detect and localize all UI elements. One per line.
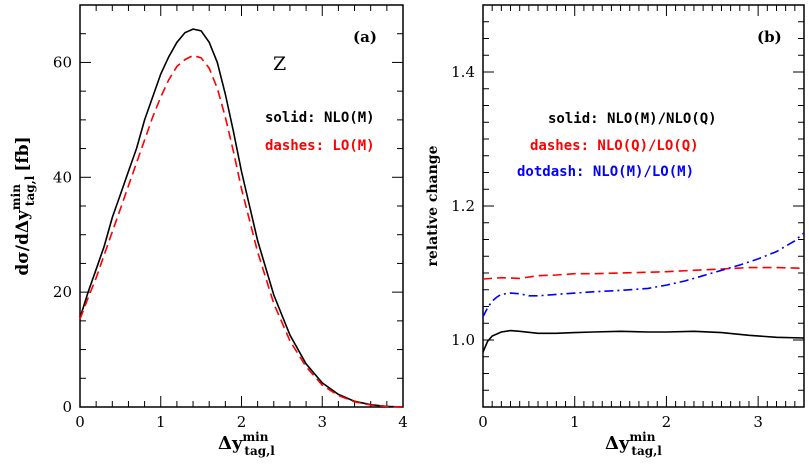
panel-a-y-tick-label: 20 <box>53 283 72 301</box>
panel-b-series <box>482 232 805 353</box>
panel-a-x-tick-label: 2 <box>237 413 247 431</box>
panel-b-legend-line-3: dotdash: NLO(M)/LO(M) <box>517 164 694 180</box>
panel-a-process-label: Z <box>273 53 286 75</box>
panel-a-y-tick-label: 40 <box>53 168 72 186</box>
panel-b-y-tick-label: 1.0 <box>451 331 475 349</box>
panel-b-tick-labels: 0 1 2 3 1.0 1.2 1.4 <box>451 63 763 431</box>
panel-a-series-nlo-m- <box>79 28 404 408</box>
panel-b-x-tick-label: 1 <box>570 413 580 431</box>
panel-a-tag: (a) <box>353 28 377 46</box>
panel-b-xlabel: Δymin tag,l <box>605 430 662 458</box>
panel-b: 0 1 2 3 1.0 1.2 1.4 (b) solid: NLO(M)/NLO(Q) d… <box>425 4 805 458</box>
panel-b-x-tick-label: 2 <box>662 413 672 431</box>
panel-b-series-nlo-m-lo-m- <box>482 232 805 317</box>
panel-b-y-tick-label: 1.2 <box>451 197 475 215</box>
panel-b-series-nlo-q-lo-q- <box>482 266 805 280</box>
panel-a-series <box>79 28 404 408</box>
panel-a-xlabel: Δymin tag,l <box>218 430 275 458</box>
panel-a-ylabel: dσ/dΔymintag,l[fb] <box>9 136 37 275</box>
panel-a-x-tick-label: 0 <box>75 413 85 431</box>
panel-a-legend-line-2: dashes: LO(M) <box>265 138 375 154</box>
panel-b-ylabel: relative change <box>425 145 441 266</box>
panel-b-frame <box>482 4 805 408</box>
panel-a-x-tick-label: 3 <box>317 413 327 431</box>
panel-b-x-tick-label: 0 <box>478 413 488 431</box>
panel-a-x-tick-label: 1 <box>156 413 166 431</box>
panel-b-legend-line-1: solid: NLO(M)/NLO(Q) <box>548 111 717 127</box>
panel-a-ticks <box>79 4 404 408</box>
panel-a-frame <box>79 4 404 408</box>
panel-b-x-tick-label: 3 <box>753 413 763 431</box>
panel-a-y-tick-label: 0 <box>62 398 72 416</box>
panel-b-tag: (b) <box>757 28 782 46</box>
panel-b-ticks <box>482 4 805 408</box>
panel-b-legend-line-2: dashes: NLO(Q)/LO(Q) <box>530 138 699 154</box>
panel-b-series-nlo-m-nlo-q- <box>482 329 805 353</box>
panel-a-y-tick-label: 60 <box>53 53 72 71</box>
panel-a-legend-line-1: solid: NLO(M) <box>265 110 375 126</box>
panel-a-series-lo-m- <box>79 54 404 408</box>
panel-a-x-tick-label: 4 <box>398 413 408 431</box>
panel-b-y-tick-label: 1.4 <box>451 63 475 81</box>
